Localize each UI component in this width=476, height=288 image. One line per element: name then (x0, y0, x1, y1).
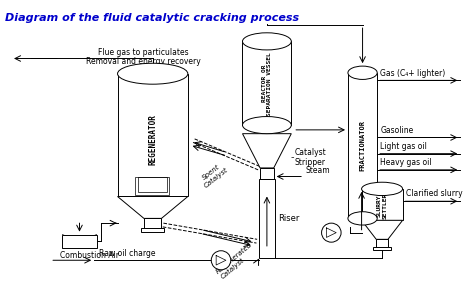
Ellipse shape (242, 117, 291, 134)
Text: REACTOR OR
SEPARATION VESSEL: REACTOR OR SEPARATION VESSEL (261, 52, 272, 115)
Text: Removal and energy recovery: Removal and energy recovery (86, 57, 200, 66)
Bar (138, 177, 168, 192)
Bar (260, 168, 274, 179)
Ellipse shape (348, 212, 377, 225)
Bar (259, 179, 275, 258)
Text: Riser: Riser (278, 214, 299, 223)
Text: Spent
Catalyst: Spent Catalyst (198, 161, 229, 189)
Bar (373, 247, 391, 250)
Text: Gas (C₄+ lighter): Gas (C₄+ lighter) (380, 69, 446, 77)
Text: FRACTIONATOR: FRACTIONATOR (359, 120, 366, 171)
Text: Heavy gas oil: Heavy gas oil (380, 158, 432, 167)
Text: Catalyst
Stripper: Catalyst Stripper (294, 148, 326, 167)
Ellipse shape (348, 66, 377, 79)
Text: Diagram of the fluid catalytic cracking process: Diagram of the fluid catalytic cracking … (5, 13, 299, 23)
Polygon shape (362, 220, 403, 239)
Bar (62, 234, 97, 248)
Text: Clarified slurry: Clarified slurry (406, 190, 462, 198)
Circle shape (322, 223, 341, 242)
Bar (118, 74, 188, 196)
Text: Raw oil charge: Raw oil charge (99, 249, 156, 258)
Text: Combustion Air: Combustion Air (60, 251, 119, 260)
Text: Light gas oil: Light gas oil (380, 142, 427, 151)
Text: REGENERATOR: REGENERATOR (148, 114, 157, 165)
Bar (348, 73, 377, 218)
Bar (362, 189, 403, 220)
Polygon shape (242, 134, 291, 168)
Text: Gasoline: Gasoline (380, 126, 413, 134)
Circle shape (211, 251, 231, 270)
Text: SLURRY
SETTLER: SLURRY SETTLER (377, 193, 387, 219)
Bar (376, 239, 388, 247)
Ellipse shape (362, 182, 403, 196)
Text: Flue gas to particulates: Flue gas to particulates (98, 48, 188, 56)
Text: Regenerated
Catalyst: Regenerated Catalyst (215, 241, 258, 280)
Text: Steam: Steam (306, 166, 330, 175)
Bar (135, 177, 169, 195)
Bar (144, 218, 161, 228)
Ellipse shape (242, 33, 291, 50)
Bar (141, 228, 164, 232)
Polygon shape (118, 196, 188, 218)
Ellipse shape (118, 63, 188, 84)
Bar (242, 41, 291, 125)
